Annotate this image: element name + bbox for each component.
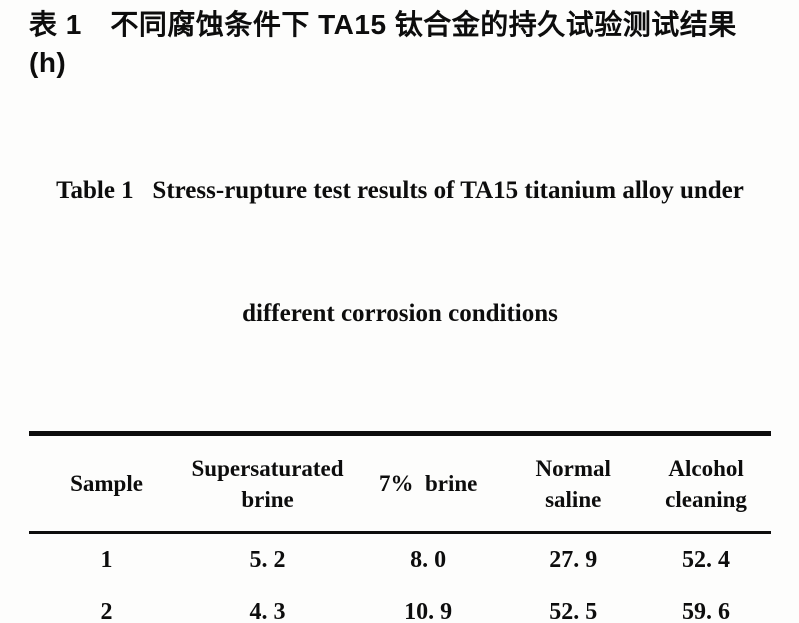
col-header-supersaturated-brine: Supersaturated brine [191,455,344,512]
sample-cell: 2 [100,598,113,623]
value-cell: 4. 3 [249,598,286,623]
sample-cell: 1 [100,546,113,573]
table-row: 2 4. 3 10. 9 52. 5 59. 6 [29,586,771,623]
results-table: Sample Supersaturated brine 7% brine Normal… [29,431,771,623]
table-title-english-line2: different corrosion conditions [242,300,558,327]
value-cell: 52. 5 [549,598,598,623]
col-header-sample: Sample [70,471,143,496]
table-title-chinese: 表 1 不同腐蚀条件下 TA15 钛合金的持久试验测试结果(h) [29,9,737,78]
value-cell: 52. 4 [682,546,731,573]
table-title-english: Table 1 Stress-rupture test results of T… [29,88,771,416]
value-cell: 5. 2 [249,546,286,573]
table-row: 1 5. 2 8. 0 27. 9 52. 4 [29,533,771,587]
value-cell: 27. 9 [549,546,598,573]
col-header-normal-saline: Normal saline [535,455,611,512]
value-cell: 10. 9 [404,598,453,623]
col-header-alcohol-cleaning: Alcohol cleaning [665,455,747,512]
value-cell: 59. 6 [682,598,731,623]
table-header-row: Sample Supersaturated brine 7% brine Normal… [29,434,771,533]
value-cell: 8. 0 [410,546,447,573]
table-header: Sample Supersaturated brine 7% brine Normal… [29,434,771,533]
col-header-7-percent-brine: 7% brine [378,471,478,496]
table-body: 15. 28. 027. 952. 424. 310. 952. 559. 63… [29,533,771,623]
table-title-english-line1: Table 1 Stress-rupture test results of T… [56,177,744,204]
